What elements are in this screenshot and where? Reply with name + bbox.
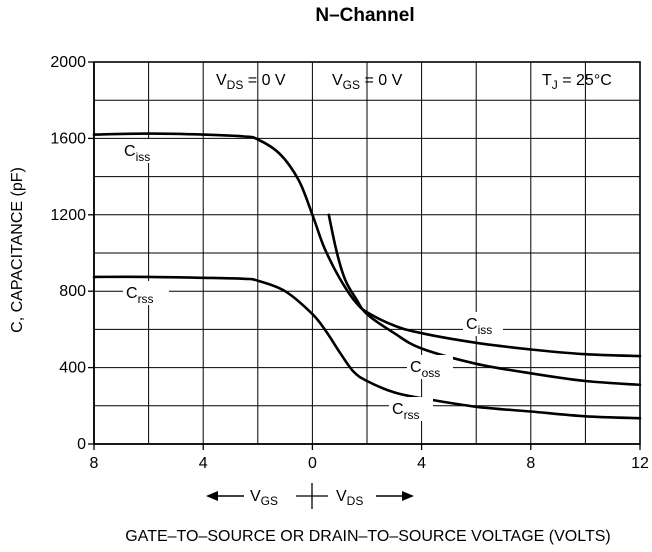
series-line-ciss [92,132,642,358]
x-tick-label: 4 [199,455,208,472]
curve-label-crss: Crss [126,285,154,306]
label-bg [123,281,169,305]
x-tick-label: 8 [526,455,535,472]
y-axis-label: C, CAPACITANCE (pF) [9,167,26,333]
direction-vds: VDS [336,488,363,508]
curve-label-coss: Coss [410,359,440,380]
y-tick-label: 1200 [50,207,86,224]
curve-labels: Ciss Crss Ciss Coss Crss [121,139,503,422]
x-tick-label: 8 [90,455,99,472]
y-tick-label: 0 [77,436,86,453]
y-tick-label: 800 [59,283,86,300]
curve-label-ciss: Ciss [124,143,150,164]
curve-label-crss: Crss [392,401,420,422]
direction-indicator: VGS VDS [206,483,414,509]
label-bg [389,397,433,421]
direction-vgs: VGS [250,488,278,508]
right-arrow-head [402,491,414,501]
y-tick-label: 2000 [50,54,86,71]
region-label-tj: TJ = 25°C [542,72,612,92]
x-tick-label: 0 [308,455,317,472]
region-label-vgs: VGS = 0 V [332,72,403,92]
x-tick-label: 4 [417,455,426,472]
label-bg [463,312,503,336]
curves [92,132,642,420]
x-tick-label: 12 [631,455,649,472]
x-axis-label: GATE–TO–SOURCE OR DRAIN–TO–SOURCE VOLTAG… [125,528,610,545]
left-arrow-head [206,491,218,501]
y-tick-label: 400 [59,360,86,377]
y-tick-labels: 0 400 800 1200 1600 2000 [50,54,86,453]
chart-title: N–Channel [315,5,414,26]
curve-label-ciss: Ciss [466,316,492,337]
label-bg [407,355,453,379]
plot-frame [93,61,641,445]
region-label-vds: VDS = 0 V [216,72,286,92]
x-tick-labels: 8 4 0 4 8 12 [90,455,649,472]
label-bg [121,139,159,163]
series-line-crss [92,275,642,420]
series-line-coss [327,213,642,387]
grid [88,61,641,450]
y-tick-label: 1600 [50,130,86,147]
